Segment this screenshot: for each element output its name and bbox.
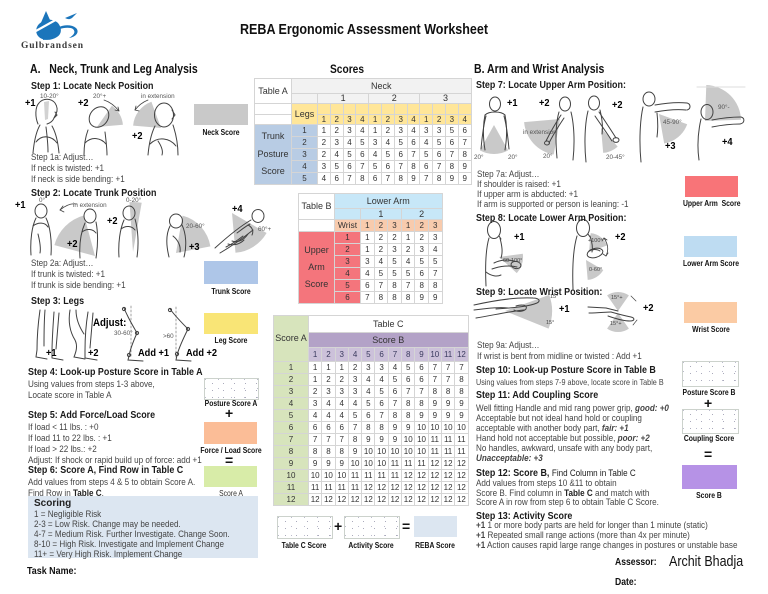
svg-text:60-100°: 60-100° [503,258,522,264]
svg-text:15°+: 15°+ [611,295,623,301]
svg-text:15°+: 15°+ [610,321,622,327]
svg-text:15°: 15° [546,320,554,326]
svg-text:15°: 15° [550,294,558,300]
svg-text:Gulbrandsen: Gulbrandsen [21,41,84,50]
svg-text:0-60°: 0-60° [589,267,602,273]
svg-text:+100°: +100° [588,238,603,244]
